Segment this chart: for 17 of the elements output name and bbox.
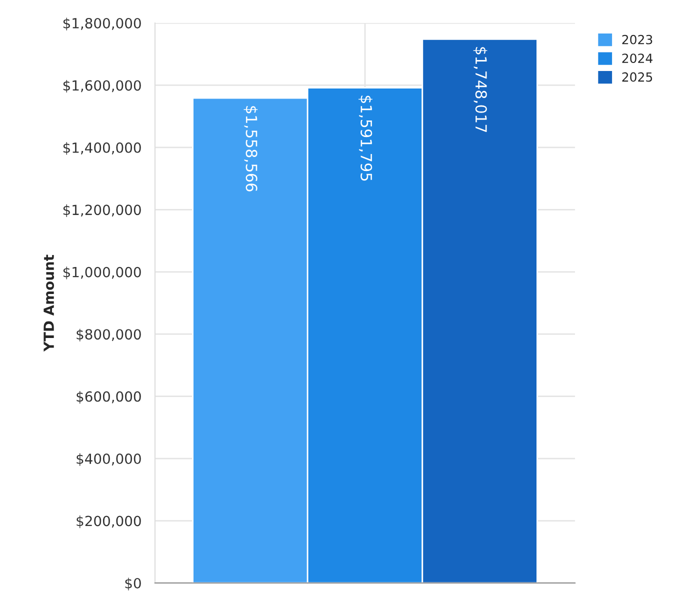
y-tick-label: $0 (125, 578, 141, 590)
legend-label: 2023 (622, 34, 652, 44)
y-tick-label: $200,000 (76, 516, 141, 528)
y-tick-label: $1,000,000 (63, 266, 141, 280)
data-label: $1,591,795 (358, 96, 372, 181)
data-label: $1,748,017 (473, 47, 488, 132)
y-tick-label: $800,000 (76, 328, 141, 342)
y-tick-label: $1,600,000 (63, 80, 141, 93)
y-tick-label: $600,000 (76, 391, 141, 404)
y-tick-label: $1,200,000 (63, 204, 141, 217)
legend-label: 2025 (622, 72, 652, 82)
y-tick-label: $1,400,000 (63, 142, 141, 155)
data-label: $1,558,566 (244, 106, 258, 192)
y-tick-label: $400,000 (76, 453, 141, 466)
y-tick-label: $1,800,000 (63, 18, 141, 30)
legend-label: 2024 (622, 54, 652, 64)
y-axis-title: YTD Amount (44, 254, 54, 352)
